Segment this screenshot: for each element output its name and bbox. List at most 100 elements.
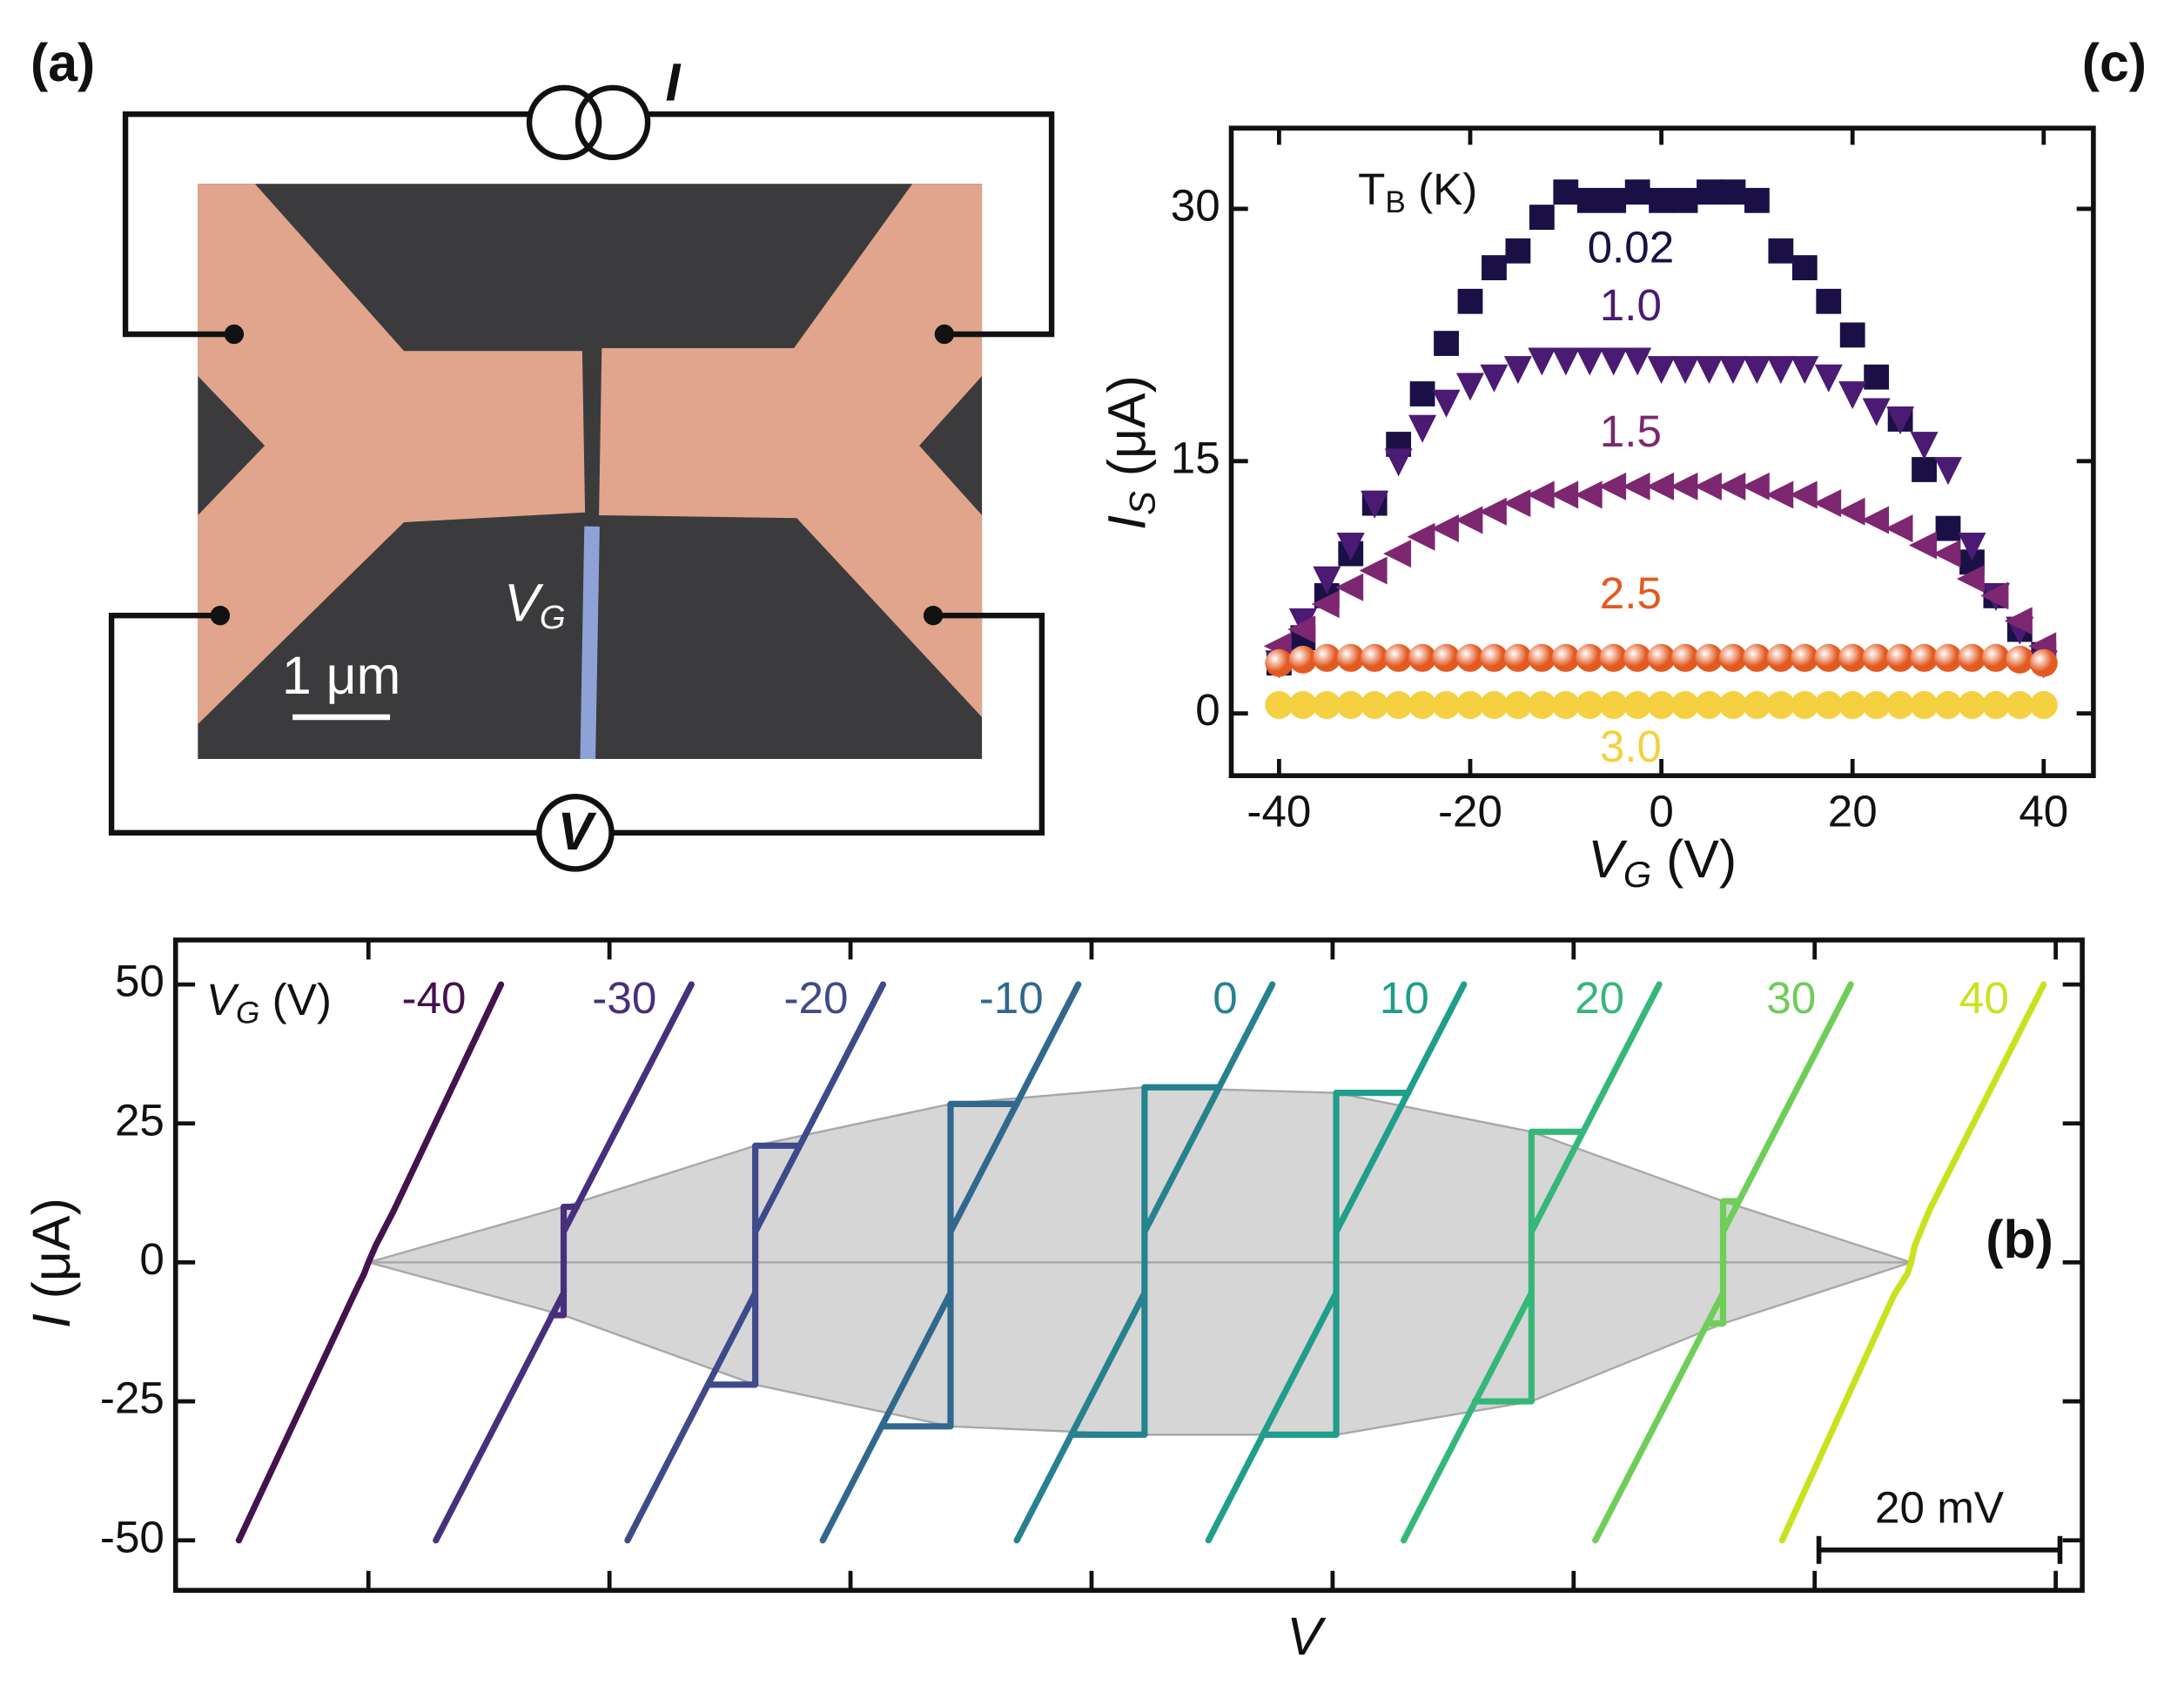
marker <box>1765 480 1794 509</box>
marker <box>1311 590 1340 619</box>
series-label: 0 <box>1213 973 1237 1023</box>
marker <box>1576 643 1604 672</box>
marker <box>1789 480 1818 509</box>
marker <box>1574 480 1603 509</box>
marker <box>1313 691 1341 720</box>
label-sub: B <box>1385 185 1405 219</box>
marker <box>1647 643 1676 672</box>
x-tick-label: 40 <box>2019 787 2068 836</box>
marker <box>1361 643 1389 672</box>
gate-label-sub: G <box>540 599 566 636</box>
marker <box>1599 691 1628 720</box>
marker <box>1958 691 1986 720</box>
marker <box>1744 187 1770 213</box>
right-electrode <box>599 184 983 717</box>
marker <box>1814 643 1843 672</box>
marker <box>1766 356 1795 385</box>
marker <box>1647 691 1676 720</box>
y-tick-label: 50 <box>115 957 165 1006</box>
marker <box>1265 648 1294 677</box>
marker <box>1886 406 1915 435</box>
marker <box>1741 472 1770 500</box>
label-sub: G <box>236 997 259 1031</box>
series-label: -20 <box>783 973 848 1023</box>
marker <box>1838 691 1867 720</box>
marker <box>1695 691 1724 720</box>
marker <box>1814 691 1843 720</box>
panel-label: (c) <box>2082 33 2147 92</box>
label-sub: G <box>1623 854 1651 895</box>
marker <box>1456 691 1485 720</box>
marker <box>1935 515 1961 541</box>
left-electrode <box>198 184 586 724</box>
label-unit: (V) <box>1651 829 1737 889</box>
marker <box>1457 288 1483 314</box>
label-main: T <box>1358 164 1385 213</box>
contact <box>934 324 955 345</box>
marker <box>1265 691 1294 720</box>
marker <box>1693 472 1722 500</box>
marker <box>1384 448 1413 477</box>
series-label: 0.02 <box>1588 222 1675 272</box>
marker <box>1934 643 1963 672</box>
voltmeter <box>536 794 615 872</box>
marker <box>2006 691 2034 720</box>
marker <box>1408 414 1437 443</box>
marker <box>1861 506 1890 534</box>
y-tick-label: 25 <box>115 1095 165 1145</box>
marker <box>1313 643 1341 672</box>
marker <box>1718 356 1747 385</box>
marker <box>1885 514 1913 543</box>
marker <box>1313 566 1341 594</box>
contact <box>224 324 245 345</box>
x-axis-label: V <box>1287 1607 1327 1666</box>
marker <box>1695 356 1724 385</box>
x-tick-label: 0 <box>1649 787 1673 836</box>
marker <box>1886 643 1915 672</box>
marker <box>1912 457 1937 482</box>
marker <box>1550 480 1579 509</box>
marker <box>1623 347 1652 376</box>
label-unit: (μA) <box>1097 375 1156 491</box>
marker <box>1718 691 1747 720</box>
marker <box>1480 364 1509 393</box>
marker <box>1908 531 1937 560</box>
label-main: V <box>1588 829 1628 889</box>
label: VG (V) <box>1588 829 1737 895</box>
marker <box>1910 432 1939 460</box>
marker <box>1743 643 1771 672</box>
marker <box>1528 643 1556 672</box>
y-tick-label: 30 <box>1171 180 1220 230</box>
marker <box>1814 364 1843 393</box>
series-label: 1.5 <box>1600 406 1662 456</box>
marker <box>1480 691 1509 720</box>
marker <box>1743 691 1771 720</box>
current-label: I <box>665 52 681 111</box>
marker <box>2029 648 2058 677</box>
marker <box>1576 347 1604 376</box>
marker <box>1383 540 1412 568</box>
marker <box>1529 205 1555 231</box>
marker <box>1551 691 1580 720</box>
plot-b: -50 -25 0 25 50 -40 -30 -20 -10 0 10 20 30 40 20 mV <box>100 937 2085 1594</box>
scale-bar-label: 1 μm <box>282 646 400 705</box>
panel-label: (b) <box>1986 1210 2053 1269</box>
marker <box>1791 356 1819 385</box>
voltmeter-label: V <box>558 802 597 861</box>
current-source <box>526 84 602 160</box>
marker <box>1670 472 1698 500</box>
marker <box>1981 643 2010 672</box>
circuit <box>108 84 1055 872</box>
marker <box>1646 472 1675 500</box>
marker <box>1432 691 1461 720</box>
marker <box>1601 187 1627 213</box>
marker <box>1528 691 1556 720</box>
envelope <box>367 1261 1912 1436</box>
series-label: 2.5 <box>1600 568 1662 618</box>
label-unit: (μA) <box>22 1198 81 1313</box>
plot-frame <box>1228 125 2096 778</box>
iv-curve <box>819 981 1082 1544</box>
label-main: V <box>206 975 240 1024</box>
marker <box>1288 691 1317 720</box>
